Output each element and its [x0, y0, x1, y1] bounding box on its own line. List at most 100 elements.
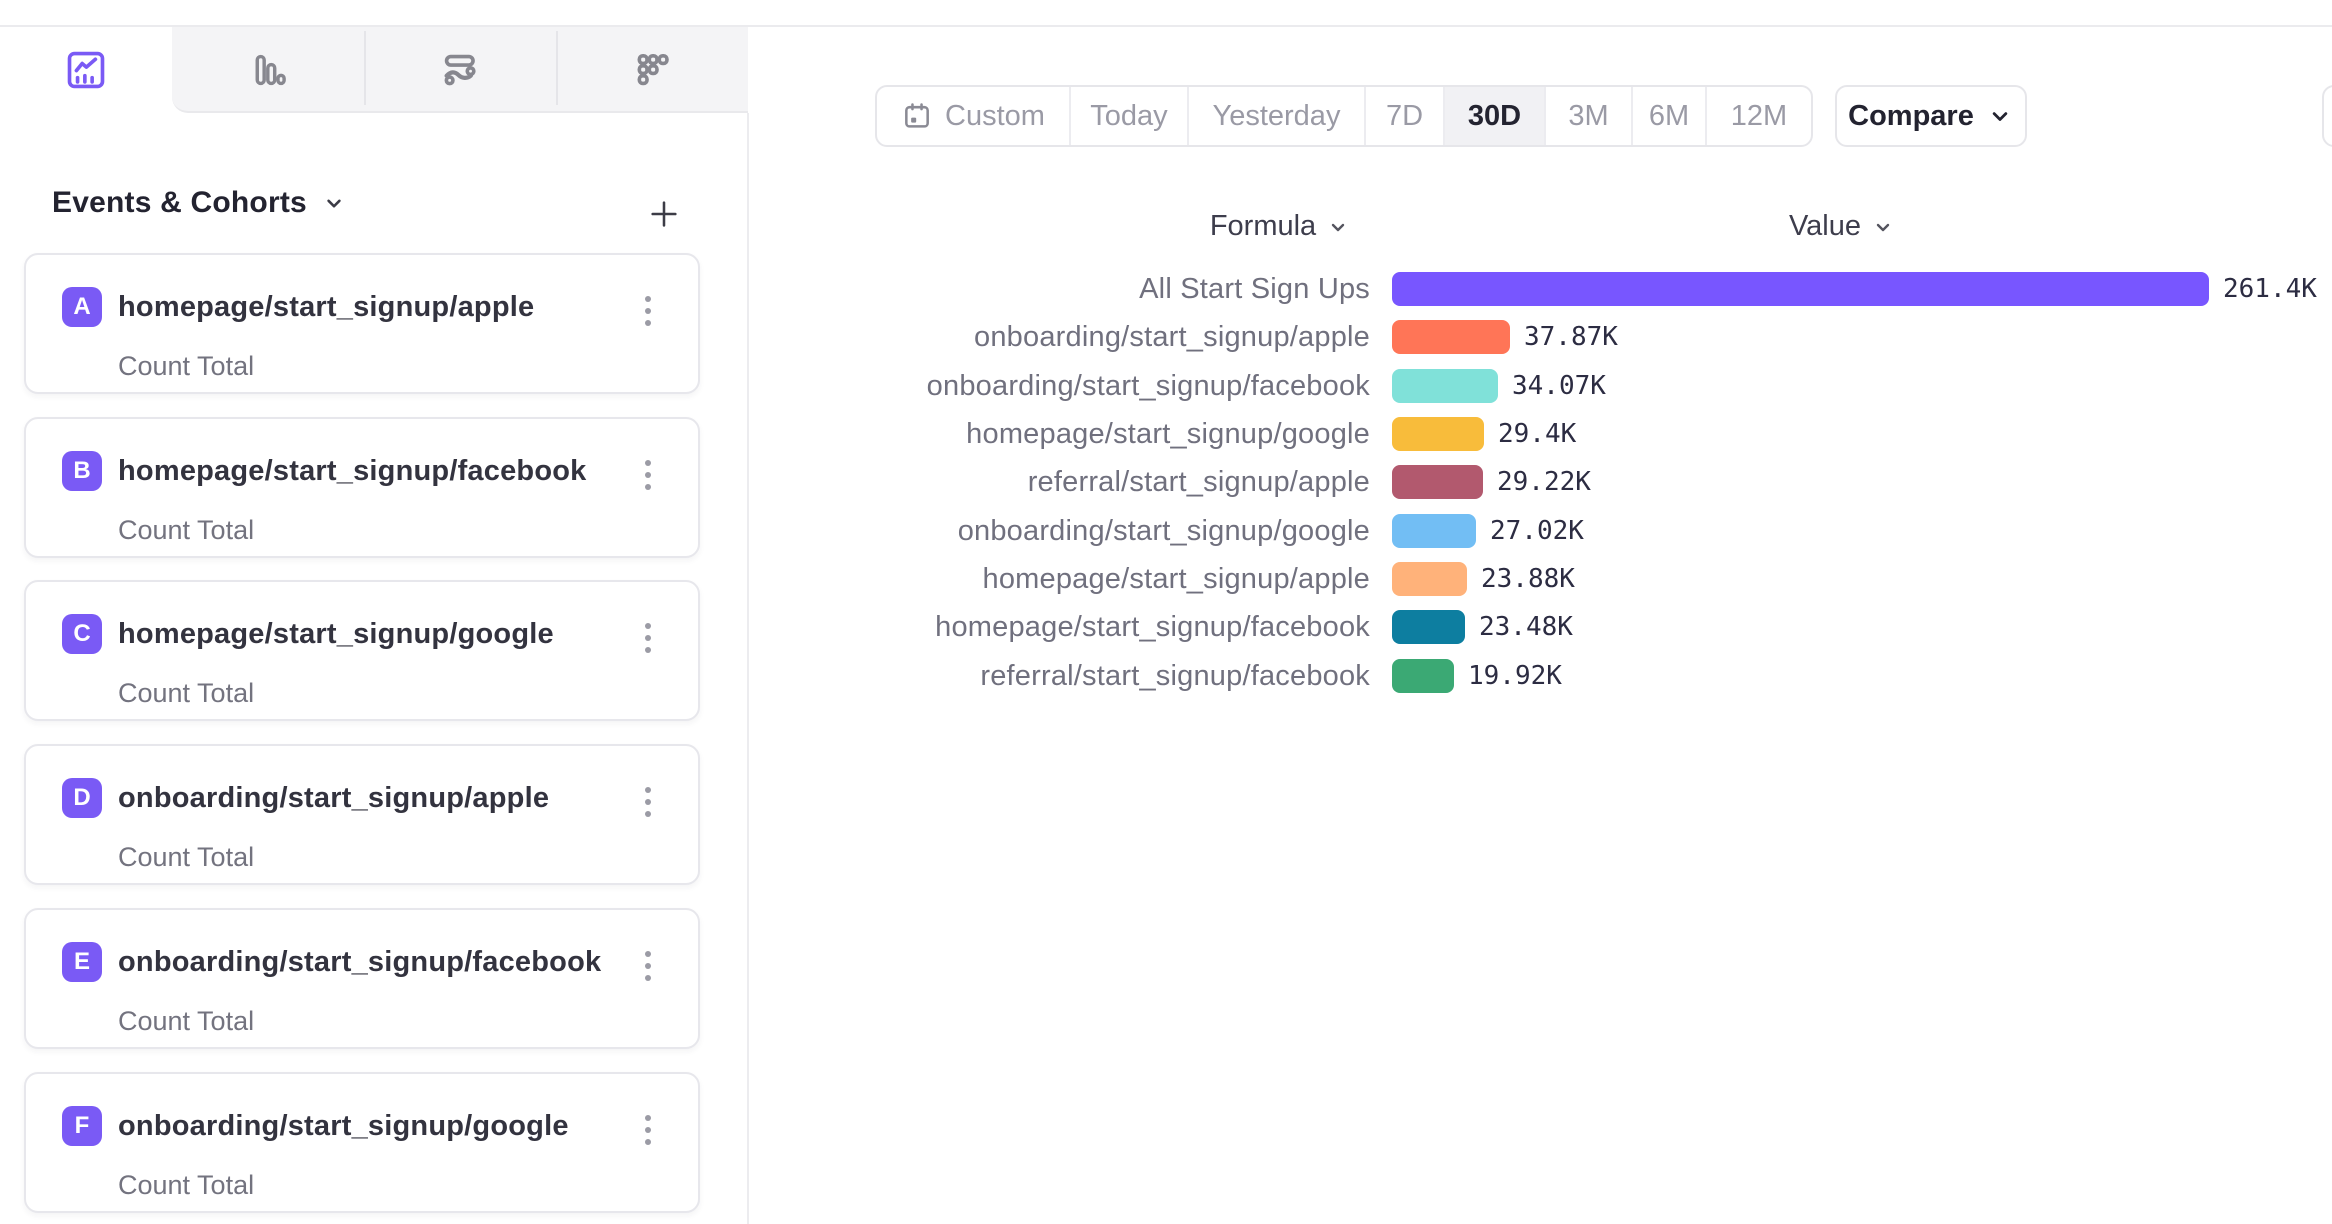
event-card[interactable]: F onboarding/start_signup/google Count T…	[24, 1072, 700, 1213]
event-menu-icon[interactable]	[630, 453, 666, 497]
tab-retention[interactable]	[556, 27, 748, 113]
chart-row: All Start Sign Ups 261.4K	[880, 265, 2317, 313]
bar[interactable]	[1392, 369, 1498, 403]
date-range-custom[interactable]: Custom	[877, 87, 1071, 145]
formula-header-label: Formula	[1209, 210, 1317, 242]
bar-value: 37.87K	[1524, 322, 1618, 352]
event-name: onboarding/start_signup/apple	[118, 782, 550, 814]
event-name: homepage/start_signup/google	[118, 618, 554, 650]
date-range-label: 30D	[1467, 99, 1522, 132]
flows-icon	[437, 47, 483, 93]
event-metric[interactable]: Count Total	[118, 678, 255, 708]
bar-label: homepage/start_signup/google	[966, 417, 1370, 450]
event-menu-icon[interactable]	[630, 616, 666, 660]
bar-label: homepage/start_signup/facebook	[935, 610, 1370, 643]
formula-header-dropdown[interactable]: Formula	[1140, 210, 1420, 243]
date-range-3m[interactable]: 3M	[1546, 87, 1633, 145]
date-range-control: Custom Today Yesterday 7D 30D 3M 6M 12M	[875, 85, 1813, 147]
bar[interactable]	[1392, 417, 1484, 451]
events-cohorts-header[interactable]: Events & Cohorts	[52, 186, 347, 220]
bar-label: All Start Sign Ups	[1139, 272, 1370, 305]
event-menu-icon[interactable]	[630, 289, 666, 333]
date-range-label: 12M	[1730, 99, 1788, 132]
chart-row: onboarding/start_signup/facebook 34.07K	[880, 362, 1606, 410]
event-letter-badge: F	[62, 1106, 102, 1146]
event-letter-badge: E	[62, 942, 102, 982]
event-menu-icon[interactable]	[630, 780, 666, 824]
chart-row: referral/start_signup/facebook 19.92K	[880, 652, 1562, 700]
event-name: homepage/start_signup/facebook	[118, 455, 587, 487]
event-card[interactable]: C homepage/start_signup/google Count Tot…	[24, 580, 700, 721]
chart-row: homepage/start_signup/google 29.4K	[880, 410, 1576, 458]
add-event-button[interactable]	[640, 190, 688, 238]
date-range-label: 6M	[1648, 99, 1690, 132]
date-range-7d[interactable]: 7D	[1366, 87, 1445, 145]
date-range-label: Today	[1090, 99, 1168, 132]
bar-value: 261.4K	[2223, 274, 2317, 304]
event-card[interactable]: B homepage/start_signup/facebook Count T…	[24, 417, 700, 558]
compare-label: Compare	[1848, 99, 1974, 132]
tab-insights-line[interactable]	[0, 27, 172, 113]
event-metric[interactable]: Count Total	[118, 515, 255, 545]
event-metric[interactable]: Count Total	[118, 842, 255, 872]
value-header-dropdown[interactable]: Value	[1702, 210, 1982, 243]
compare-button[interactable]: Compare	[1835, 85, 2027, 147]
bar[interactable]	[1392, 272, 2209, 306]
date-range-label: 7D	[1385, 99, 1424, 132]
chart-row: referral/start_signup/apple 29.22K	[880, 458, 1591, 506]
chart-type-tabstrip	[0, 27, 748, 113]
date-range-6m[interactable]: 6M	[1633, 87, 1707, 145]
event-letter-badge: D	[62, 778, 102, 818]
bar-label: onboarding/start_signup/google	[957, 514, 1370, 547]
event-metric[interactable]: Count Total	[118, 1006, 255, 1036]
top-divider	[0, 25, 2332, 27]
events-cohorts-title: Events & Cohorts	[52, 186, 307, 219]
bar-value: 34.07K	[1512, 371, 1606, 401]
event-metric[interactable]: Count Total	[118, 351, 255, 381]
bar-value: 29.22K	[1497, 467, 1591, 497]
retention-dots-icon	[629, 47, 675, 93]
bar[interactable]	[1392, 514, 1476, 548]
date-range-yesterday[interactable]: Yesterday	[1189, 87, 1366, 145]
tab-bar-chart[interactable]	[172, 27, 364, 113]
bar-label: onboarding/start_signup/apple	[974, 320, 1370, 353]
bar-label: onboarding/start_signup/facebook	[926, 369, 1370, 402]
event-menu-icon[interactable]	[630, 944, 666, 988]
date-range-label: Yesterday	[1212, 99, 1341, 132]
tab-separator	[364, 31, 366, 105]
bar[interactable]	[1392, 320, 1510, 354]
event-name: homepage/start_signup/apple	[118, 291, 535, 323]
bar[interactable]	[1392, 659, 1454, 693]
bar[interactable]	[1392, 465, 1483, 499]
event-menu-icon[interactable]	[630, 1108, 666, 1152]
bar[interactable]	[1392, 562, 1467, 596]
tab-flows[interactable]	[364, 27, 556, 113]
bar[interactable]	[1392, 610, 1465, 644]
event-card[interactable]: A homepage/start_signup/apple Count Tota…	[24, 253, 700, 394]
chevron-down-icon	[321, 190, 347, 216]
bar-value: 23.48K	[1479, 612, 1573, 642]
date-range-label: Custom	[945, 99, 1045, 132]
date-range-label: 3M	[1568, 99, 1609, 132]
partial-button-right-edge[interactable]	[2322, 85, 2332, 147]
event-name: onboarding/start_signup/facebook	[118, 946, 602, 978]
chevron-down-icon	[1871, 215, 1895, 239]
calendar-icon	[901, 100, 933, 132]
event-name: onboarding/start_signup/google	[118, 1110, 569, 1142]
chevron-down-icon	[1326, 215, 1350, 239]
event-card[interactable]: D onboarding/start_signup/apple Count To…	[24, 744, 700, 885]
insights-line-chart-icon	[63, 47, 109, 93]
date-range-12m[interactable]: 12M	[1707, 87, 1811, 145]
date-range-30d[interactable]: 30D	[1445, 87, 1546, 145]
event-letter-badge: C	[62, 614, 102, 654]
date-range-today[interactable]: Today	[1071, 87, 1189, 145]
bar-value: 29.4K	[1498, 419, 1577, 449]
inactive-tabs-group	[172, 27, 748, 113]
bar-label: referral/start_signup/facebook	[980, 659, 1370, 692]
chart-row: onboarding/start_signup/google 27.02K	[880, 507, 1584, 555]
tab-separator	[556, 31, 558, 105]
event-card[interactable]: E onboarding/start_signup/facebook Count…	[24, 908, 700, 1049]
bar-label: homepage/start_signup/apple	[982, 562, 1370, 595]
event-metric[interactable]: Count Total	[118, 1170, 255, 1200]
